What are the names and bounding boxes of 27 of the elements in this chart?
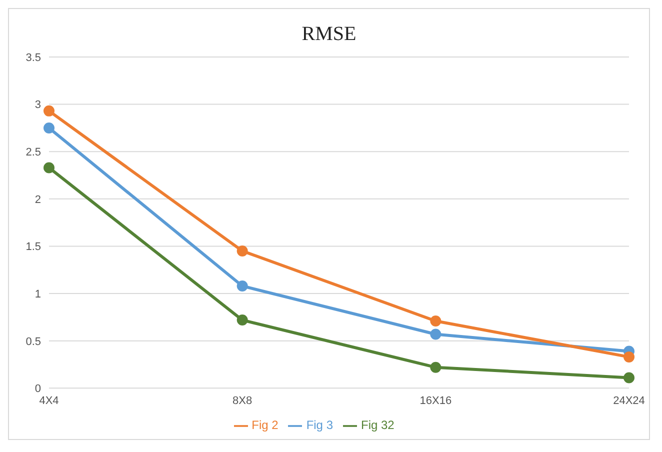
point (236, 314, 248, 326)
y-tick-label: 0 (34, 383, 41, 396)
x-tick-label: 8X8 (232, 394, 252, 407)
x-tick-label: 24X24 (613, 394, 645, 407)
y-tick-label: 2 (34, 194, 41, 206)
legend-label: Fig 2 (252, 418, 278, 432)
y-tick-label: 3 (34, 99, 41, 112)
point (430, 315, 442, 326)
point (430, 328, 442, 340)
point (44, 162, 54, 174)
point (236, 245, 248, 256)
x-tick-label: 4X4 (39, 394, 59, 407)
point (430, 362, 442, 373)
point (236, 280, 248, 292)
y-tick-label: 1.5 (26, 241, 41, 254)
y-tick-label: 1 (34, 288, 41, 300)
point (44, 105, 54, 116)
point (44, 122, 54, 134)
y-tick-label: 0.5 (26, 336, 41, 348)
legend-label: Fig 3 (306, 418, 333, 432)
x-tick-label: 16X16 (420, 394, 452, 407)
y-tick-label: 3.5 (26, 52, 41, 64)
y-tick-label: 2.5 (26, 146, 41, 159)
point (624, 351, 634, 362)
chart-title: RMSE (300, 22, 358, 47)
point (624, 372, 634, 384)
legend-label: Fig 32 (361, 418, 394, 432)
